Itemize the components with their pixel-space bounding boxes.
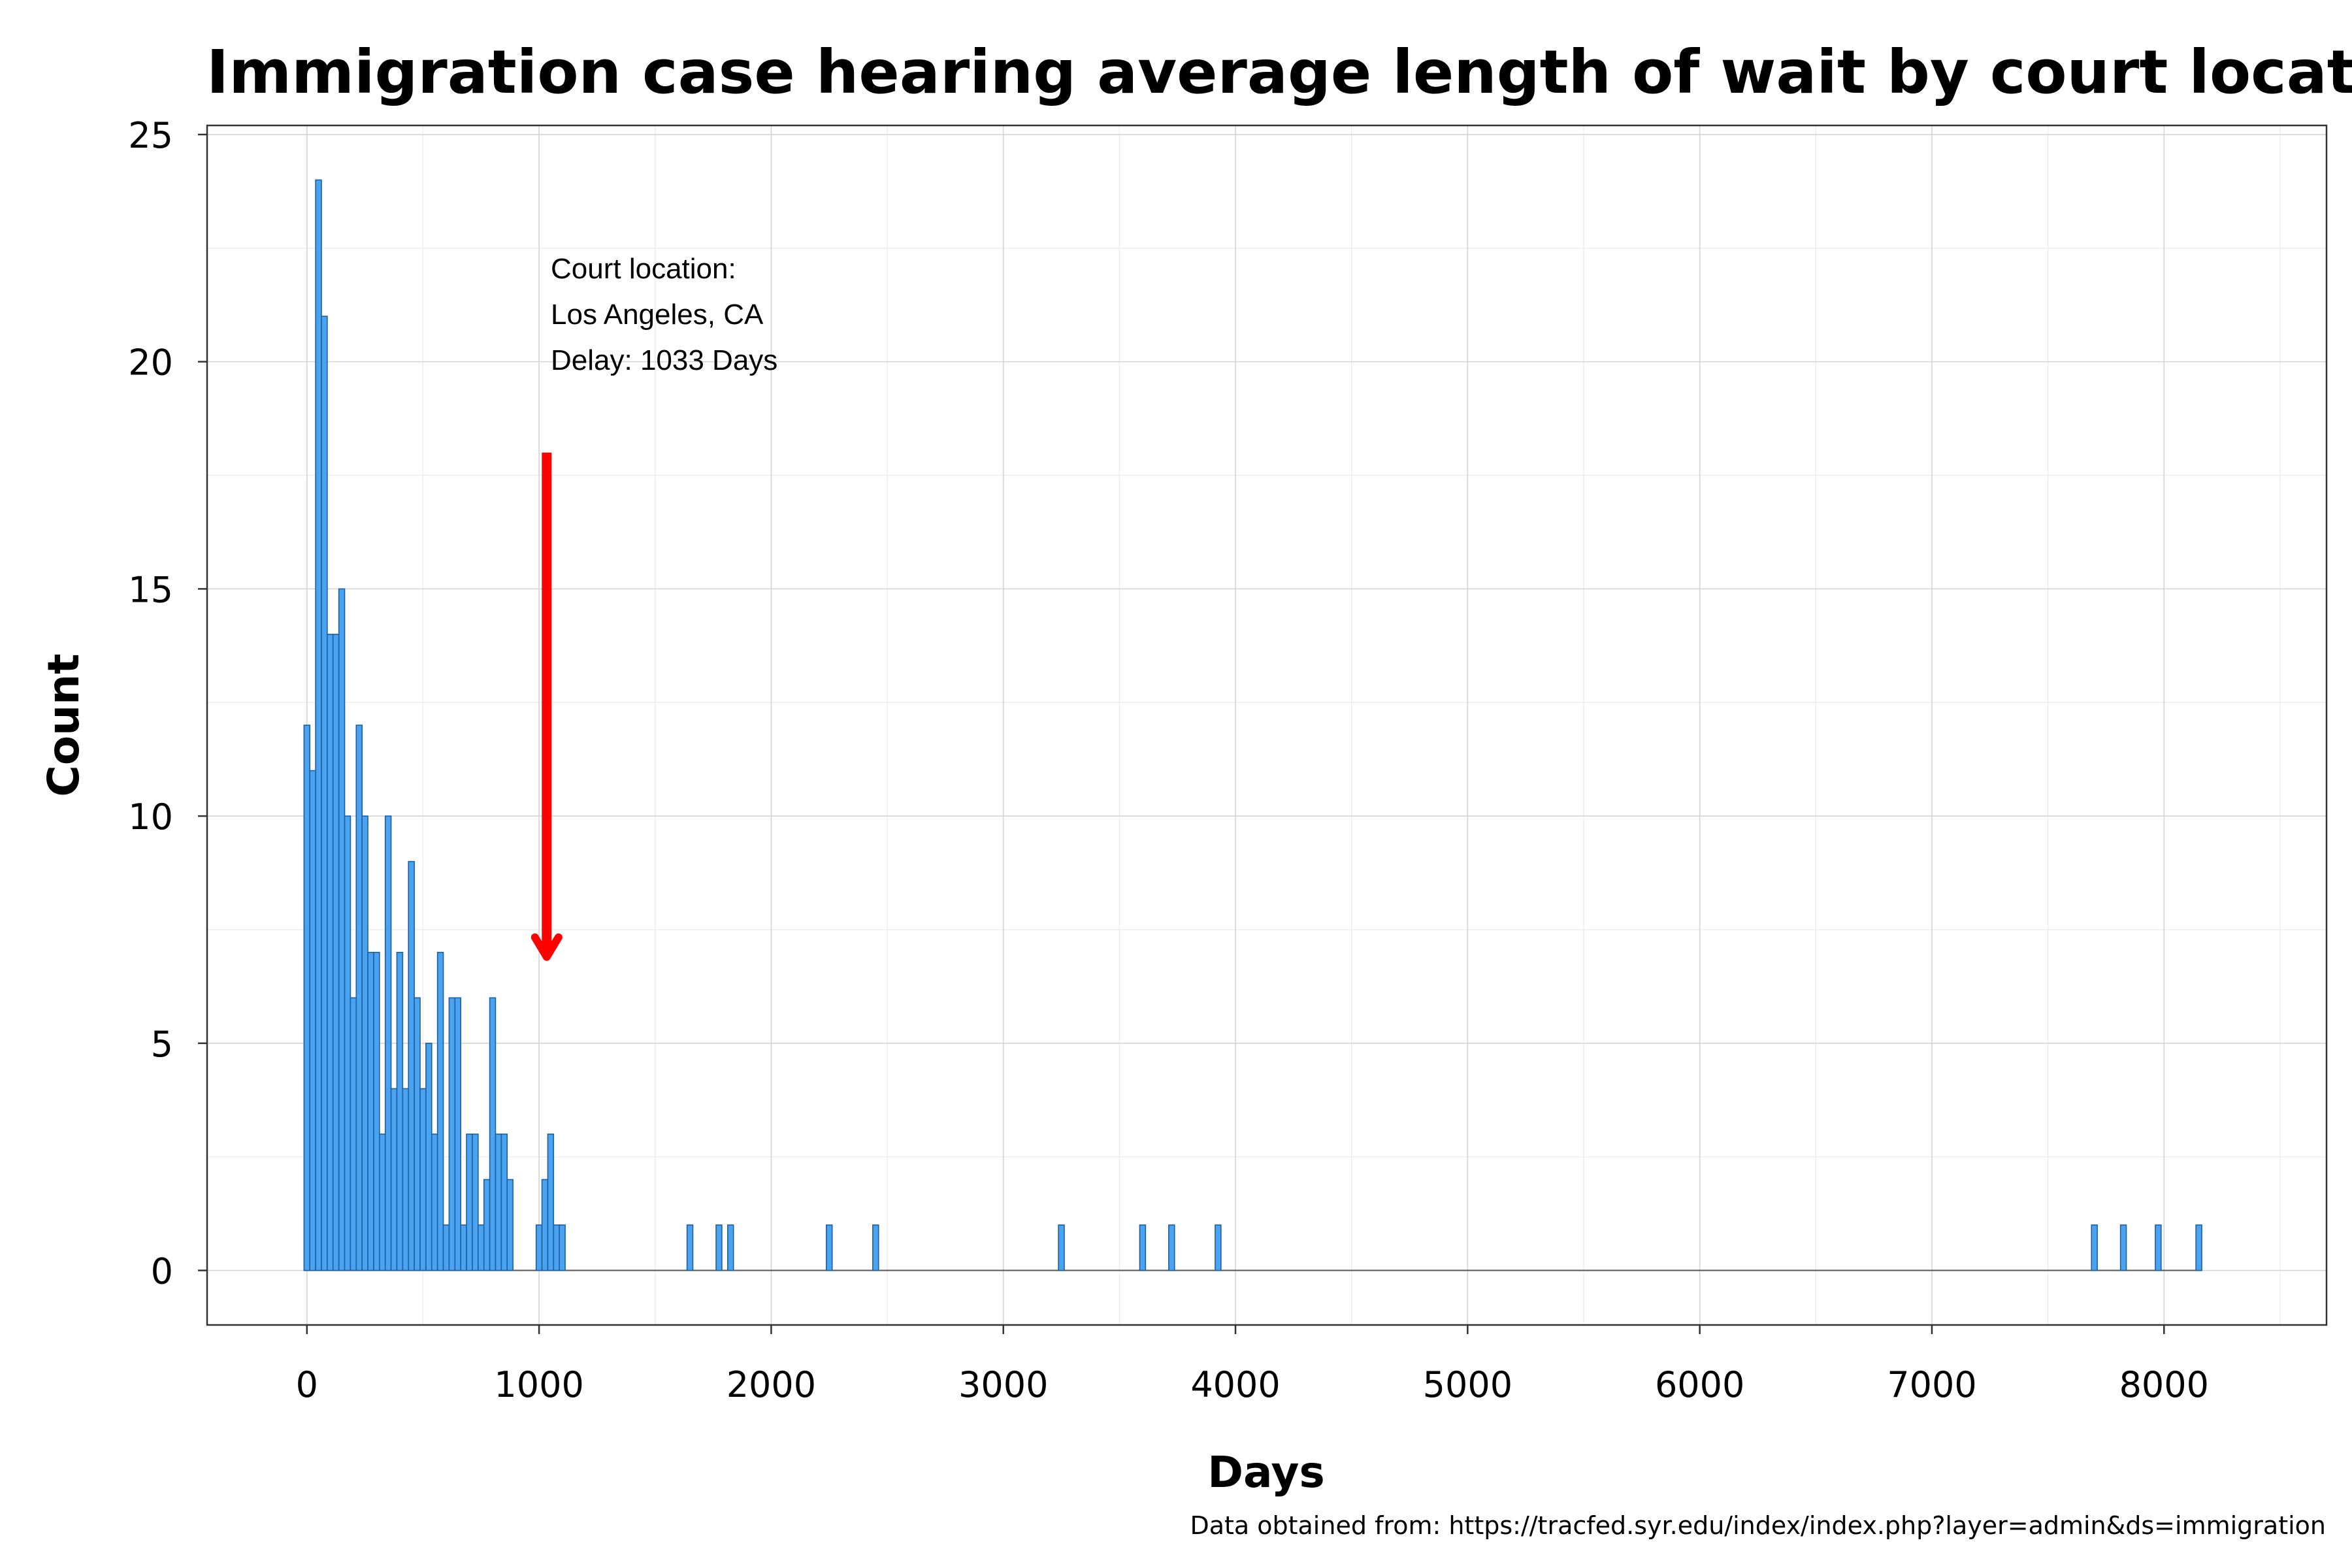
histogram-bar — [414, 997, 421, 1271]
histogram-bar — [1139, 1224, 1147, 1271]
histogram-bar — [454, 997, 461, 1271]
histogram-bar — [309, 770, 316, 1271]
histogram-bar — [396, 951, 404, 1271]
histogram-bar — [332, 634, 340, 1271]
annotation-arrow-head — [531, 933, 563, 961]
histogram-bar — [390, 1088, 398, 1271]
x-tick-label: 1000 — [494, 1364, 583, 1405]
histogram-bar — [547, 1134, 555, 1271]
x-tick-label: 7000 — [1887, 1364, 1976, 1405]
y-axis-ticks: 0 5 10 15 20 25 — [128, 115, 207, 1292]
x-tick-label: 3000 — [958, 1364, 1048, 1405]
histogram-bar — [2155, 1224, 2162, 1271]
histogram-bar — [825, 1224, 833, 1271]
histogram-bar — [559, 1224, 566, 1271]
x-tick-label: 6000 — [1655, 1364, 1744, 1405]
histogram-bar — [373, 951, 380, 1271]
histogram-bar — [448, 997, 456, 1271]
annotation-arrow — [531, 452, 563, 961]
histogram-bar — [686, 1224, 694, 1271]
histogram-bar — [361, 815, 368, 1271]
x-tick-label: 8000 — [2119, 1364, 2209, 1405]
histogram-bar — [466, 1134, 473, 1271]
x-tick-label: 5000 — [1423, 1364, 1512, 1405]
histogram-bar — [2195, 1224, 2202, 1271]
histogram-bar — [715, 1224, 723, 1271]
histogram-bar — [442, 1224, 450, 1271]
histogram-bar — [2119, 1224, 2127, 1271]
y-axis-title: Count — [39, 653, 89, 796]
histogram-bar — [553, 1224, 560, 1271]
histogram-bar — [535, 1224, 543, 1271]
data-source-caption: Data obtained from: https://tracfed.syr.… — [1190, 1511, 2326, 1540]
histogram-bars — [303, 179, 2202, 1271]
histogram-bar — [495, 1134, 502, 1271]
histogram-bar — [367, 951, 374, 1271]
x-tick-label: 4000 — [1190, 1364, 1280, 1405]
x-tick-label: 0 — [296, 1364, 318, 1405]
histogram-bar — [327, 634, 334, 1271]
x-tick-label: 2000 — [727, 1364, 816, 1405]
histogram-bar — [338, 588, 346, 1271]
plot-panel-border — [206, 124, 2328, 1326]
annotation-line-2: Los Angeles, CA — [551, 299, 764, 331]
histogram-bar — [541, 1179, 549, 1271]
histogram-bar — [489, 997, 497, 1271]
histogram-bar — [384, 815, 392, 1271]
histogram-bar — [431, 1134, 438, 1271]
histogram-bar — [321, 316, 328, 1271]
histogram-bar — [303, 725, 311, 1271]
histogram-bar — [483, 1179, 491, 1271]
histogram-bar — [350, 997, 357, 1271]
histogram-bar — [315, 179, 322, 1271]
histogram-bar — [500, 1134, 508, 1271]
histogram-bar — [1168, 1224, 1175, 1271]
histogram-bar — [419, 1088, 427, 1271]
histogram-bar — [344, 815, 351, 1271]
histogram-bar — [408, 860, 415, 1271]
histogram-bar — [402, 1088, 410, 1271]
histogram-bar — [355, 725, 363, 1271]
y-tick-label: 5 — [151, 1024, 173, 1065]
y-tick-label: 20 — [128, 342, 173, 384]
histogram-bar — [436, 951, 444, 1271]
court-annotation: Court location: Los Angeles, CA Delay: 1… — [531, 253, 777, 961]
y-tick-label: 15 — [128, 569, 173, 610]
histogram-bar — [425, 1043, 433, 1271]
histogram-bar — [506, 1179, 514, 1271]
histogram-bar — [727, 1224, 734, 1271]
histogram-bar — [1215, 1224, 1222, 1271]
histogram-bar — [472, 1134, 479, 1271]
histogram-bar — [460, 1224, 467, 1271]
y-tick-label: 25 — [128, 115, 173, 156]
histogram-bar — [1058, 1224, 1065, 1271]
histogram-bar — [379, 1134, 386, 1271]
histogram-bar — [872, 1224, 879, 1271]
annotation-line-3: Delay: 1033 Days — [551, 344, 777, 376]
annotation-line-1: Court location: — [551, 253, 736, 285]
y-tick-label: 0 — [151, 1251, 173, 1292]
x-axis-title: Days — [1207, 1447, 1325, 1497]
grid-lines — [207, 125, 2327, 1325]
y-tick-label: 10 — [128, 796, 173, 838]
x-axis-ticks: 0 1000 2000 3000 4000 5000 6000 7000 8000 — [296, 1325, 2209, 1405]
histogram-bar — [478, 1224, 485, 1271]
histogram-bar — [2091, 1224, 2098, 1271]
chart-title: Immigration case hearing average length … — [206, 37, 2352, 107]
